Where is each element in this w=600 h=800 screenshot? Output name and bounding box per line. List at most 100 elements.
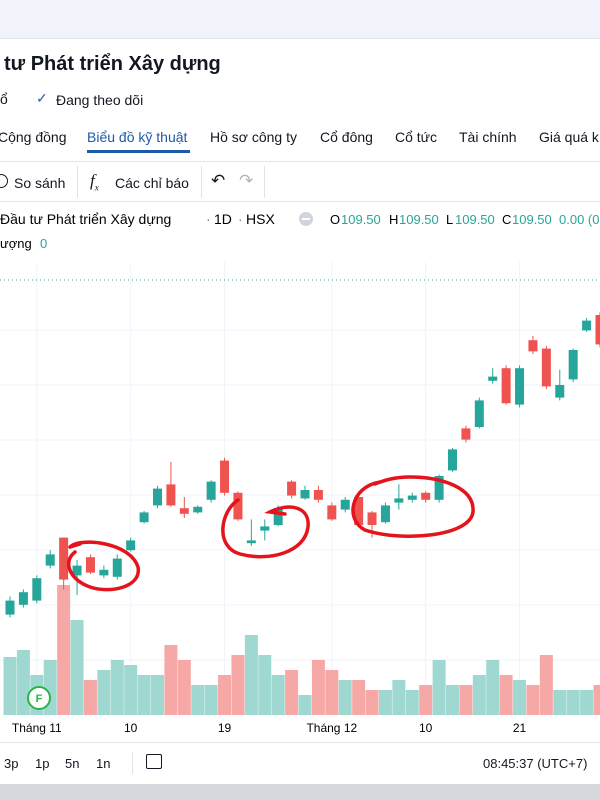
range-button[interactable]: 1p	[35, 756, 50, 771]
dot: ·	[238, 211, 243, 227]
tab[interactable]: Biểu đồ kỹ thuật	[87, 129, 188, 145]
tab[interactable]: Cổ đông	[320, 129, 373, 145]
volume-bar	[446, 685, 459, 715]
annotation-circle	[351, 475, 475, 538]
calendar-icon[interactable]	[146, 754, 162, 769]
volume-bar	[593, 685, 600, 715]
volume-bar	[258, 655, 272, 715]
clock: 08:45:37 (UTC+7)	[483, 756, 588, 771]
candle-body	[380, 505, 390, 523]
volume-bar	[486, 660, 500, 715]
volume-bar	[124, 665, 138, 715]
volume-bar	[57, 585, 71, 715]
candle-body	[407, 495, 417, 500]
bottom-border	[0, 742, 600, 743]
o-value: 109.50	[341, 212, 381, 227]
candle-body	[233, 492, 243, 520]
volume-bar	[231, 655, 245, 715]
volume-bar	[83, 680, 97, 715]
volume-bar	[164, 645, 178, 715]
candle-body	[474, 400, 484, 427]
tab[interactable]: Cộng đồng	[0, 129, 67, 145]
volume-bar	[580, 690, 594, 715]
candle-body	[340, 499, 350, 510]
candle-body	[72, 565, 82, 576]
volume-bar	[177, 660, 191, 715]
sep	[264, 166, 265, 198]
candle-body	[568, 350, 578, 380]
footer-strip	[0, 784, 600, 800]
candle-body	[246, 540, 256, 544]
candle-body	[434, 476, 444, 500]
range-button[interactable]: 1n	[96, 756, 111, 771]
compare-icon	[0, 174, 8, 188]
candle-body	[220, 460, 230, 493]
range-button[interactable]: 3p	[4, 756, 19, 771]
indicators[interactable]: Các chỉ báo	[115, 175, 189, 191]
following[interactable]: Đang theo dõi	[56, 92, 144, 108]
series	[3, 312, 600, 715]
volume-bar	[218, 675, 232, 715]
volume-bar	[392, 680, 406, 715]
volume-bar	[513, 680, 527, 715]
candle-body	[555, 385, 565, 398]
x-tick-label: 10	[419, 721, 433, 735]
candle-body	[260, 526, 270, 531]
candle-body	[153, 488, 162, 506]
volume-bar	[97, 670, 111, 715]
candle-body	[541, 348, 551, 387]
candle-body	[515, 368, 525, 405]
candle-body	[582, 320, 592, 331]
candle-body	[287, 481, 297, 496]
candle-body	[461, 428, 471, 440]
event-marker[interactable]	[27, 686, 51, 710]
undo[interactable]: ↶	[211, 171, 226, 190]
h-label: H	[389, 212, 398, 227]
volume-bar	[405, 690, 419, 715]
volume-bar	[311, 660, 325, 715]
legend-exchange: HSX	[246, 211, 275, 227]
candle-body	[32, 578, 42, 601]
volume-bar	[432, 660, 446, 715]
candle-body	[112, 558, 122, 577]
volume-bar	[553, 690, 567, 715]
c-label: C	[502, 212, 511, 227]
tab[interactable]: Cổ tức	[395, 129, 438, 145]
volume-bar	[566, 690, 580, 715]
check-icon: ✓	[36, 90, 48, 106]
volume-bar	[285, 670, 299, 715]
tab[interactable]: Tài chính	[459, 129, 517, 145]
x-tick-label: 10	[124, 721, 138, 735]
volume-bar	[151, 675, 164, 715]
candle-body	[327, 505, 337, 520]
button[interactable]: ổ	[0, 91, 8, 107]
fx-icon: fx	[90, 171, 99, 193]
header-border	[0, 38, 600, 39]
top-strip	[0, 0, 600, 38]
volume-bar	[271, 675, 285, 715]
compare[interactable]: So sánh	[14, 175, 66, 191]
volume-value: 0	[40, 236, 47, 251]
candle-body	[501, 368, 511, 404]
change: 0.00 (0	[559, 212, 599, 227]
volume-bar	[419, 685, 433, 715]
volume-bar	[378, 690, 392, 715]
volume-bar	[459, 685, 473, 715]
range-button[interactable]: 5n	[65, 756, 80, 771]
tab[interactable]: Hồ sơ công ty	[210, 129, 297, 145]
candle-body	[354, 497, 364, 525]
volume-bar	[244, 635, 258, 715]
tab[interactable]: Giá quá k	[539, 129, 599, 145]
x-tick-label: 19	[218, 721, 232, 735]
divider	[0, 161, 600, 162]
volume-bar	[191, 685, 205, 715]
candle-body	[313, 490, 323, 500]
annotations	[67, 475, 475, 592]
candle-body	[206, 481, 216, 500]
candle-body	[528, 340, 538, 352]
volume-bar	[325, 670, 339, 715]
volume-label: ượng	[0, 236, 32, 251]
candle-body	[300, 490, 310, 499]
volume-bar	[137, 675, 151, 715]
candle-body	[367, 512, 377, 525]
